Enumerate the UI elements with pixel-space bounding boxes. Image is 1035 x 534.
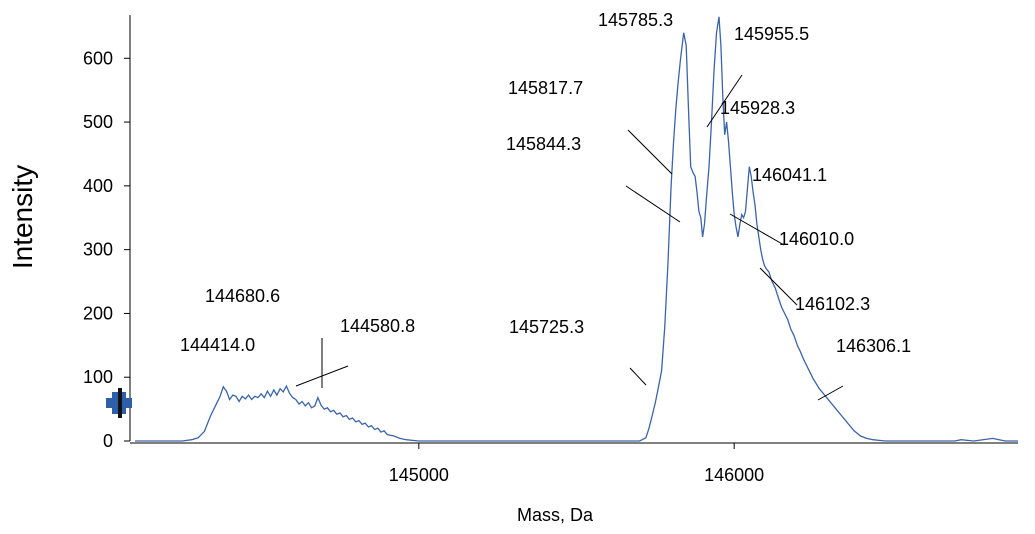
y-tick-label: 100: [83, 367, 113, 387]
y-axis-title: Intensity: [7, 165, 38, 269]
y-tick-label: 600: [83, 48, 113, 68]
x-tick-label: 146000: [704, 465, 764, 485]
annotation-leader-line: [759, 267, 798, 306]
annotation-leader-line: [817, 385, 844, 401]
peak-annotation-label: 144680.6: [205, 286, 280, 306]
peak-annotation-label: 145928.3: [720, 98, 795, 118]
peak-annotation-label: 145725.3: [509, 317, 584, 337]
annotation-leader-line: [295, 365, 349, 387]
peak-annotation-label: 144414.0: [180, 335, 255, 355]
peak-annotation-label: 146010.0: [779, 229, 854, 249]
annotation-leader-line: [629, 367, 647, 386]
y-tick-label: 400: [83, 176, 113, 196]
y-tick-label: 500: [83, 112, 113, 132]
spectrum-line: [135, 16, 1018, 442]
peak-annotation-label: 146102.3: [795, 294, 870, 314]
y-tick-label: 0: [103, 431, 113, 451]
peak-annotation-label: 145844.3: [506, 134, 581, 154]
peak-annotation-label: 145955.5: [734, 24, 809, 44]
annotation-leader-line: [625, 185, 681, 223]
x-tick-label: 145000: [389, 465, 449, 485]
peak-annotation-label: 146306.1: [836, 336, 911, 356]
peak-annotation-label: 145817.7: [508, 78, 583, 98]
annotation-leader-line: [627, 129, 673, 175]
peak-annotation-label: 144580.8: [340, 316, 415, 336]
annotations: 144414.0 144580.8 144680.6 145725.3 145785.3…: [180, 10, 911, 401]
y-tick-label: 200: [83, 303, 113, 323]
y-tick-label: 300: [83, 240, 113, 260]
x-axis-title: Mass, Da: [517, 505, 594, 525]
peak-annotation-label: 145785.3: [598, 10, 673, 30]
left-marker-icon: [106, 388, 132, 418]
plot-area: [135, 16, 1018, 442]
peak-annotation-label: 146041.1: [752, 165, 827, 185]
annotation-leader-line: [729, 213, 785, 246]
annotation-leader-line: [706, 74, 743, 128]
axes: 0 100 200 300 400 500 600 145000 146000: [83, 15, 1018, 485]
